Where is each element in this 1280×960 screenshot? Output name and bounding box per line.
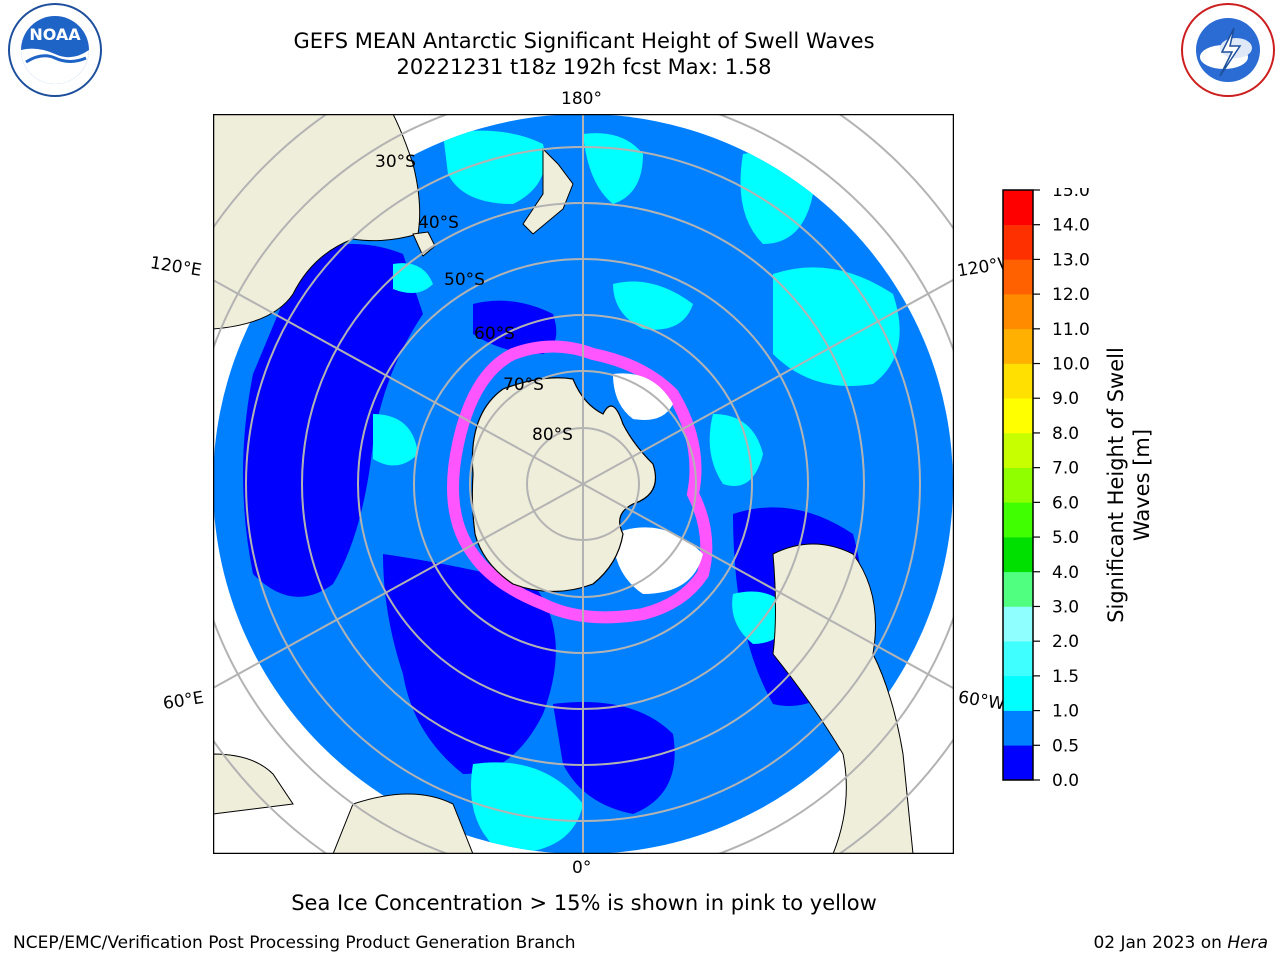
high-swell-region xyxy=(709,414,763,486)
lat-label-50s: 50°S xyxy=(444,270,485,290)
colorbar-tick-label: 7.0 xyxy=(1052,459,1079,479)
high-swell-region xyxy=(613,281,693,330)
colorbar-segment xyxy=(1003,363,1033,399)
colorbar-segment xyxy=(1003,502,1033,538)
colorbar-tick-label: 3.0 xyxy=(1052,597,1079,617)
colorbar-tick-label: 0.0 xyxy=(1052,771,1079,791)
colorbar-label: Significant Height of Swell Waves [m] xyxy=(1103,305,1155,665)
high-swell-region xyxy=(373,414,418,466)
colorbar-tick-label: 10.0 xyxy=(1052,355,1090,375)
meridian-60e-120w xyxy=(213,278,954,690)
colorbar: 0.0 0.5 1.0 1.5 2.0 3.0 4.0 5.0 6.0 7.0 8.0 9.0 10.0… xyxy=(1002,188,1090,791)
colorbar-segment xyxy=(1003,432,1033,468)
colorbar-segment xyxy=(1003,571,1033,607)
nws-logo xyxy=(1181,3,1275,97)
chart-subtitle: 20221231 t18z 192h fcst Max: 1.58 xyxy=(396,55,772,79)
colorbar-segment xyxy=(1003,537,1033,573)
colorbar-segment xyxy=(1003,641,1033,677)
colorbar-tick-label: 6.0 xyxy=(1052,493,1079,513)
polar-map xyxy=(213,114,954,854)
lon-label-0: 0° xyxy=(572,858,592,878)
colorbar-tick-label: 1.0 xyxy=(1052,702,1079,722)
lat-label-60s: 60°S xyxy=(474,324,515,344)
lon-label-60w: 60°W xyxy=(956,687,1007,715)
high-swell-region xyxy=(443,130,545,204)
footer-date-text: 02 Jan 2023 on xyxy=(1093,933,1222,953)
lat-label-30s: 30°S xyxy=(375,152,416,172)
graticule xyxy=(213,114,954,854)
antarctica-landmass xyxy=(471,377,657,593)
colorbar-tick-label: 1.5 xyxy=(1052,667,1079,687)
colorbar-segment xyxy=(1003,606,1033,642)
colorbar-tick-label: 15.0 xyxy=(1052,188,1090,201)
colorbar-tick-label: 2.0 xyxy=(1052,632,1079,652)
australia-landmass xyxy=(213,114,421,330)
chart-title: GEFS MEAN Antarctic Significant Height o… xyxy=(293,29,875,53)
colorbar-tick-label: 5.0 xyxy=(1052,528,1079,548)
high-swell-region xyxy=(471,762,583,854)
colorbar-segment xyxy=(1003,294,1033,330)
colorbar-tick-label: 0.5 xyxy=(1052,736,1079,756)
colorbar-segment xyxy=(1003,745,1033,781)
colorbar-segment xyxy=(1003,710,1033,746)
colorbar-tick-label: 11.0 xyxy=(1052,320,1090,340)
colorbar-segment xyxy=(1003,398,1033,434)
footer-branch: NCEP/EMC/Verification Post Processing Pr… xyxy=(13,933,576,953)
ice-shelf-white xyxy=(613,527,703,594)
colorbar-border xyxy=(1002,189,1034,781)
colorbar-tick-label: 12.0 xyxy=(1052,285,1090,305)
colorbar-label-line2: Waves [m] xyxy=(1130,428,1154,542)
colorbar-segment xyxy=(1003,675,1033,711)
colorbar-segment xyxy=(1003,467,1033,503)
colorbar-segment xyxy=(1003,259,1033,295)
africa-landmass xyxy=(332,793,474,854)
lon-label-180: 180° xyxy=(561,89,602,109)
low-swell-region xyxy=(243,244,423,597)
new-zealand-landmass xyxy=(522,147,574,235)
colorbar-tick-label: 13.0 xyxy=(1052,250,1090,270)
lon-label-120e: 120°E xyxy=(148,253,203,281)
low-swell-region xyxy=(383,554,556,774)
colorbar-tick-label: 4.0 xyxy=(1052,563,1079,583)
noaa-logo: NOAA xyxy=(8,3,102,97)
high-swell-region xyxy=(393,263,433,293)
colorbar-tick-label: 8.0 xyxy=(1052,424,1079,444)
lat-label-80s: 80°S xyxy=(532,425,573,445)
map-caption: Sea Ice Concentration > 15% is shown in … xyxy=(291,891,877,915)
colorbar-label-line1: Significant Height of Swell xyxy=(1104,347,1128,623)
map-border xyxy=(213,114,954,854)
ice-shelf-white xyxy=(613,373,673,420)
colorbar-segment xyxy=(1003,328,1033,364)
colorbar-tick-label: 14.0 xyxy=(1052,216,1090,236)
lat-label-40s: 40°S xyxy=(418,213,459,233)
colorbar-segment xyxy=(1003,190,1033,226)
lat-label-70s: 70°S xyxy=(503,375,544,395)
lon-label-60e: 60°E xyxy=(161,687,206,715)
footer-date: 02 Jan 2023 on Hera xyxy=(1093,933,1268,953)
colorbar-tick-label: 9.0 xyxy=(1052,389,1079,409)
sea-ice-ring xyxy=(447,340,713,624)
high-swell-region xyxy=(773,267,900,386)
noaa-logo-text: NOAA xyxy=(29,25,81,44)
footer-machine: Hera xyxy=(1227,933,1268,953)
colorbar-segment xyxy=(1003,224,1033,260)
